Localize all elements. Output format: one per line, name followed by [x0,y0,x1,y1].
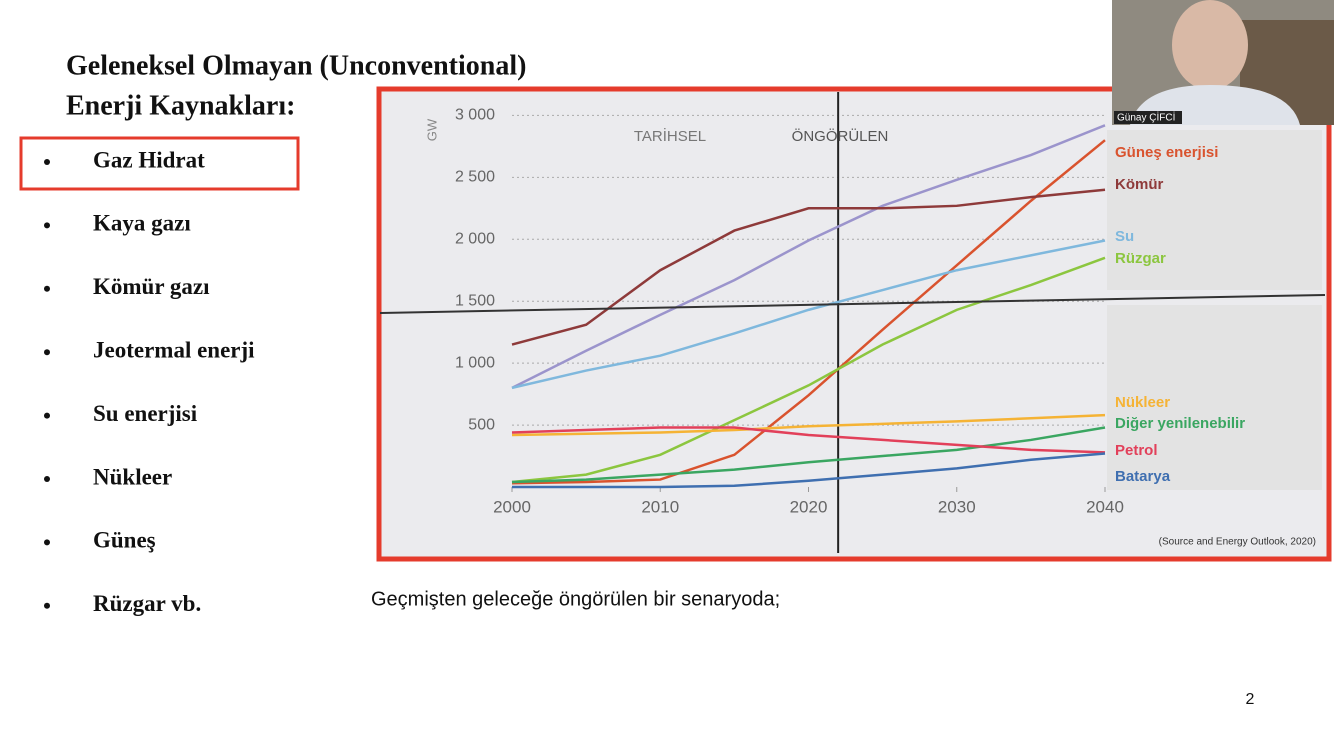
bullet-text: Rüzgar vb. [93,591,201,616]
series-line [511,426,1106,454]
source-note: (Source and Energy Outlook, 2020) [1159,537,1316,548]
bullet-text: Kömür gazı [93,274,210,299]
series-line [511,256,1106,484]
series-line [511,188,1106,346]
overlay-line [379,294,1326,314]
highlight-box [19,136,300,191]
bullet-text: Kaya gazı [93,211,191,236]
bullet-text: Gaz Hidrat [93,147,205,172]
page-number: 2 [1246,691,1255,708]
bullet-dot [44,285,50,292]
y-tick-label: 1 000 [455,354,495,371]
y-tick-label: 2 000 [455,230,495,247]
bullet-list: Gaz Hidrat Kaya gazı Kömür gazı Jeotermal e… [44,147,255,616]
video-overlay: Günay ÇİFCİ [1112,0,1334,125]
bullet-dot [44,539,50,546]
face [1172,0,1248,90]
chart: GW 500 1 000 1 500 2 000 2 500 3 000 2000 2010 20… [424,92,1316,553]
bullet-dot [44,159,50,165]
y-tick-label: 3 000 [455,107,495,124]
series-line [511,139,1106,485]
legend-label: Batarya [1115,468,1171,485]
bullet-text: Su enerjisi [93,401,198,426]
y-tick-label: 2 500 [455,169,495,186]
x-tick-label: 2030 [938,497,976,516]
legend-panel [1107,305,1322,490]
y-tick-label: 1 500 [455,292,495,309]
x-tick-label: 2000 [493,497,531,516]
legend-label: Diğer yenilenebilir [1115,415,1245,432]
bullet-text: Güneş [93,528,156,553]
caption: Geçmişten geleceğe öngörülen bir senaryo… [371,588,780,610]
legend-label: Güneş enerjisi [1115,144,1218,161]
legend-label: Rüzgar [1115,250,1166,267]
bullet-dot [44,349,50,356]
series-line [511,426,1106,484]
name-tag [1114,111,1182,124]
legend-label: Su [1115,228,1134,245]
x-tick-label: 2010 [641,497,679,516]
x-tick-label: 2020 [790,497,828,516]
y-axis-label: GW [424,118,439,141]
speaker-name: Günay ÇİFCİ [1117,111,1175,124]
slide-title: Enerji Kaynakları: [66,90,295,121]
series-line [511,239,1106,390]
legend-label: Nükleer [1115,394,1170,411]
bullet-dot [44,222,50,229]
annotation: TARİHSEL [634,127,706,145]
bullet-text: Jeotermal enerji [93,337,255,362]
annotation: ÖNGÖRÜLEN [792,127,889,145]
bullet-dot [44,476,50,482]
slide-title: Geleneksel Olmayan (Unconventional) [66,50,526,81]
series-line [511,124,1106,390]
bullet-dot [44,602,50,609]
legend-panel [1107,130,1322,290]
y-tick-label: 500 [468,416,495,433]
bullet-dot [44,412,50,419]
legend-label: Petrol [1115,442,1158,459]
series-line [511,413,1106,437]
legend-label: Kömür [1115,176,1163,193]
series-line [512,452,1106,489]
x-tick-label: 2040 [1086,497,1124,516]
bullet-text: Nükleer [93,464,172,489]
